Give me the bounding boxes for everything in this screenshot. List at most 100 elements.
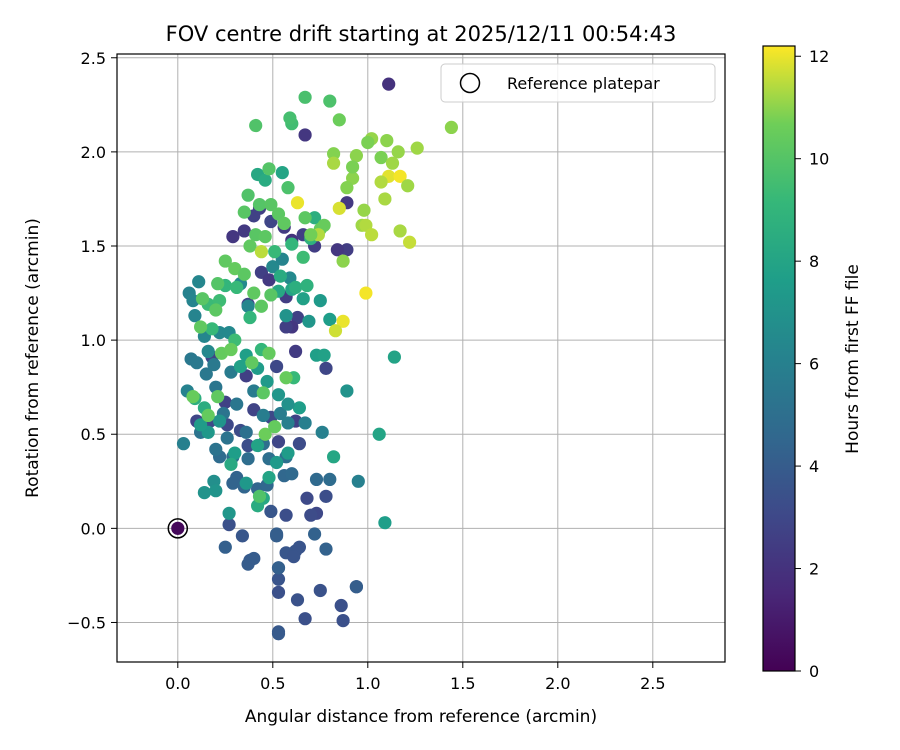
data-point bbox=[186, 389, 200, 404]
data-point bbox=[279, 508, 293, 522]
data-point bbox=[228, 446, 242, 460]
y-tick-label: 1.0 bbox=[81, 331, 106, 350]
data-point bbox=[247, 551, 261, 566]
data-point bbox=[252, 197, 267, 212]
data-point bbox=[209, 303, 223, 317]
data-point bbox=[205, 322, 219, 336]
data-point bbox=[313, 293, 327, 308]
data-point bbox=[241, 438, 255, 453]
data-point bbox=[211, 277, 225, 291]
data-point bbox=[283, 111, 297, 125]
data-point bbox=[351, 474, 365, 488]
data-point bbox=[245, 356, 259, 370]
data-point bbox=[260, 374, 274, 389]
colorbar-tick-label: 8 bbox=[809, 252, 819, 271]
x-axis-ticks: 0.0 0.5 1.0 1.5 2.0 2.5 bbox=[165, 662, 666, 693]
data-point bbox=[374, 150, 388, 165]
data-point bbox=[298, 416, 312, 430]
data-point bbox=[271, 561, 286, 575]
data-point bbox=[380, 133, 394, 148]
data-point bbox=[289, 280, 303, 295]
data-point bbox=[349, 149, 363, 163]
data-point bbox=[266, 260, 280, 274]
data-point bbox=[281, 416, 295, 430]
data-point bbox=[213, 414, 227, 428]
data-point bbox=[317, 348, 331, 362]
data-point bbox=[171, 521, 185, 535]
data-point bbox=[237, 267, 251, 281]
data-point bbox=[277, 216, 291, 231]
data-point bbox=[410, 141, 424, 155]
data-point bbox=[258, 427, 272, 441]
data-point bbox=[285, 237, 299, 251]
x-tick-label: 1.0 bbox=[355, 674, 380, 693]
data-point bbox=[199, 367, 213, 381]
data-point bbox=[243, 310, 257, 325]
data-point bbox=[218, 540, 232, 554]
data-point bbox=[298, 90, 312, 104]
data-point bbox=[287, 549, 301, 564]
data-point bbox=[271, 585, 286, 599]
data-point bbox=[304, 508, 318, 522]
data-point bbox=[374, 175, 388, 189]
data-point bbox=[340, 181, 354, 195]
data-point bbox=[224, 342, 238, 357]
data-point bbox=[359, 286, 373, 300]
data-point bbox=[327, 147, 341, 161]
x-tick-label: 1.5 bbox=[450, 674, 475, 693]
data-point bbox=[264, 197, 278, 212]
data-point bbox=[302, 314, 316, 328]
data-point bbox=[209, 442, 223, 456]
data-point bbox=[328, 324, 343, 338]
x-tick-label: 0.5 bbox=[260, 674, 285, 693]
data-point bbox=[332, 113, 346, 127]
data-point bbox=[444, 120, 458, 135]
data-point bbox=[237, 224, 251, 238]
data-point bbox=[243, 239, 257, 253]
data-point bbox=[222, 506, 236, 520]
data-point bbox=[235, 529, 249, 543]
data-point bbox=[332, 201, 346, 215]
y-tick-label: 0.5 bbox=[81, 425, 106, 444]
data-point bbox=[279, 309, 293, 323]
data-point bbox=[192, 275, 206, 289]
x-tick-label: 2.5 bbox=[640, 674, 665, 693]
y-tick-label: −0.5 bbox=[67, 613, 106, 632]
data-point bbox=[304, 228, 318, 242]
y-tick-label: 1.5 bbox=[81, 237, 106, 256]
data-point bbox=[252, 489, 267, 503]
data-point bbox=[271, 388, 286, 402]
data-point bbox=[275, 165, 289, 180]
legend: Reference platepar bbox=[440, 63, 716, 103]
data-point bbox=[226, 229, 240, 244]
data-point bbox=[207, 357, 221, 372]
colorbar-tick-label: 10 bbox=[809, 150, 829, 169]
data-point bbox=[340, 243, 354, 257]
data-point bbox=[279, 371, 293, 385]
data-point bbox=[211, 389, 225, 404]
data-point bbox=[393, 224, 407, 238]
data-point bbox=[201, 408, 215, 423]
data-point bbox=[270, 359, 284, 374]
data-point bbox=[296, 292, 310, 306]
colorbar-ticks: 0 2 4 6 8 10 12 bbox=[795, 47, 829, 681]
data-point bbox=[239, 425, 253, 439]
x-tick-label: 2.0 bbox=[545, 674, 570, 693]
y-tick-label: 2.0 bbox=[81, 143, 106, 162]
data-point bbox=[330, 243, 344, 257]
data-point bbox=[361, 135, 375, 150]
legend-box bbox=[440, 63, 716, 103]
colorbar-tick-label: 6 bbox=[809, 355, 819, 374]
data-point bbox=[340, 384, 354, 398]
data-point bbox=[290, 593, 305, 607]
data-point bbox=[271, 572, 286, 586]
data-point bbox=[393, 169, 407, 183]
data-point bbox=[391, 145, 405, 159]
data-point bbox=[241, 299, 255, 313]
data-point bbox=[273, 269, 287, 283]
plot-frame bbox=[116, 53, 726, 663]
data-point bbox=[262, 470, 276, 485]
data-point bbox=[254, 299, 268, 313]
legend-reference-icon bbox=[459, 72, 481, 94]
data-point bbox=[308, 211, 322, 225]
